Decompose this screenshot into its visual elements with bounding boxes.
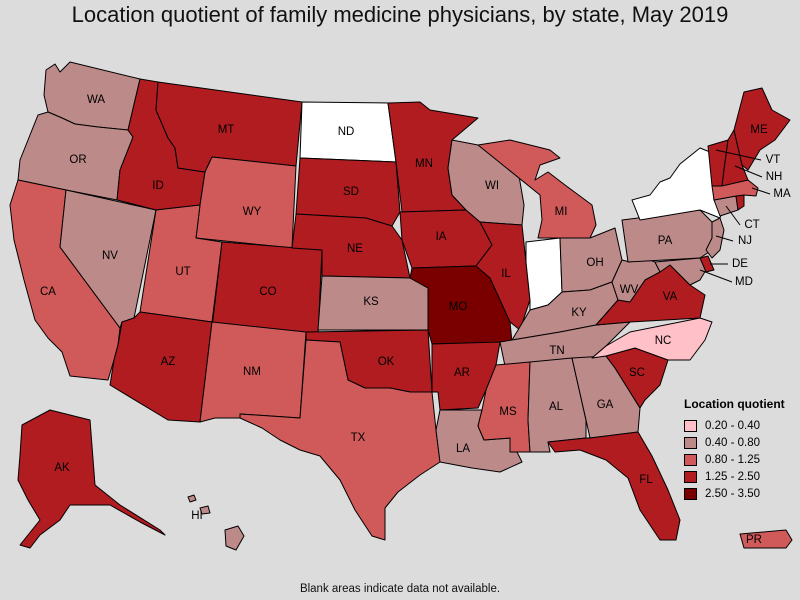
- state-label-AR: AR: [454, 367, 470, 379]
- state-label-OH: OH: [586, 257, 603, 269]
- state-label-NM: NM: [243, 366, 261, 378]
- state-label-OR: OR: [69, 154, 86, 166]
- state-label-HI: HI: [191, 510, 203, 522]
- state-label-NJ: NJ: [738, 235, 752, 247]
- state-label-AZ: AZ: [161, 356, 176, 368]
- state-PR[interactable]: [739, 529, 793, 549]
- legend-swatch: [684, 470, 697, 483]
- legend-item: 0.80 - 1.25: [684, 451, 796, 468]
- state-label-WY: WY: [243, 206, 262, 218]
- legend-label: 0.20 - 0.40: [705, 419, 760, 432]
- state-label-SD: SD: [343, 186, 359, 198]
- state-label-IL: IL: [501, 268, 511, 280]
- legend-label: 1.25 - 2.50: [705, 470, 760, 483]
- callout-line-NJ: [715, 235, 734, 242]
- state-NC[interactable]: [591, 317, 713, 361]
- state-label-LA: LA: [456, 443, 470, 455]
- state-label-CA: CA: [40, 286, 56, 298]
- state-label-ND: ND: [338, 126, 355, 138]
- callout-line-CT: [725, 205, 741, 226]
- callout-line-VT: [715, 149, 762, 161]
- state-AR[interactable]: [431, 341, 501, 411]
- state-label-PA: PA: [658, 235, 673, 247]
- state-label-MT: MT: [218, 124, 235, 136]
- state-label-WA: WA: [87, 94, 105, 106]
- legend-swatch: [684, 436, 697, 449]
- state-label-WV: WV: [620, 284, 639, 296]
- state-WY[interactable]: [195, 156, 297, 249]
- state-label-WI: WI: [485, 180, 499, 192]
- state-label-ME: ME: [750, 124, 768, 136]
- state-label-VA: VA: [663, 291, 678, 303]
- legend-item: 0.20 - 0.40: [684, 417, 796, 434]
- state-AK[interactable]: [17, 409, 166, 549]
- state-label-PR: PR: [746, 534, 762, 546]
- callout-line-NH: [734, 165, 763, 178]
- state-DE[interactable]: [699, 255, 715, 273]
- legend-label: 0.80 - 1.25: [705, 453, 760, 466]
- state-ME[interactable]: [733, 87, 791, 171]
- state-MT[interactable]: [155, 81, 303, 173]
- legend-label: 2.50 - 3.50: [705, 487, 760, 500]
- callout-line-MD: [699, 269, 733, 283]
- legend-item: 2.50 - 3.50: [684, 485, 796, 502]
- state-IL[interactable]: [475, 221, 531, 331]
- state-label-UT: UT: [175, 266, 190, 278]
- state-label-MN: MN: [415, 158, 433, 170]
- map-title: Location quotient of family medicine phy…: [71, 2, 729, 27]
- state-label-DE: DE: [732, 258, 748, 270]
- legend-title: Location quotient: [684, 397, 785, 411]
- legend: Location quotient 0.20 - 0.40 0.40 - 0.80…: [684, 397, 796, 502]
- legend-swatch: [684, 419, 697, 432]
- state-label-MD: MD: [735, 276, 753, 288]
- state-label-MA: MA: [773, 188, 791, 200]
- state-RI[interactable]: [735, 194, 745, 211]
- state-label-ID: ID: [152, 180, 164, 192]
- state-label-KS: KS: [363, 296, 379, 308]
- state-label-MO: MO: [449, 301, 468, 313]
- state-label-MS: MS: [499, 406, 517, 418]
- state-FL[interactable]: [547, 431, 681, 541]
- state-label-GA: GA: [597, 399, 614, 411]
- state-label-IA: IA: [436, 231, 447, 243]
- state-label-CO: CO: [259, 286, 276, 298]
- state-label-SC: SC: [629, 367, 645, 379]
- state-label-TN: TN: [549, 345, 564, 357]
- state-TX[interactable]: [239, 339, 441, 541]
- state-label-NH: NH: [766, 171, 783, 183]
- state-label-KY: KY: [571, 307, 587, 319]
- state-NJ[interactable]: [705, 217, 725, 259]
- state-HI[interactable]: [187, 494, 245, 551]
- footnote: Blank areas indicate data not available.: [299, 583, 501, 595]
- state-label-AK: AK: [54, 462, 70, 474]
- state-label-MI: MI: [555, 206, 568, 218]
- state-label-TX: TX: [351, 432, 366, 444]
- state-label-NC: NC: [655, 335, 672, 347]
- state-label-VT: VT: [766, 154, 781, 166]
- state-label-FL: FL: [639, 474, 653, 486]
- legend-label: 0.40 - 0.80: [705, 436, 760, 449]
- legend-swatch: [684, 453, 697, 466]
- legend-swatch: [684, 487, 697, 500]
- state-label-OK: OK: [378, 356, 395, 368]
- state-label-AL: AL: [549, 401, 564, 413]
- state-NY[interactable]: [631, 147, 723, 221]
- state-label-NV: NV: [102, 250, 118, 262]
- state-label-CT: CT: [744, 219, 759, 231]
- state-label-NE: NE: [347, 243, 363, 255]
- legend-item: 0.40 - 0.80: [684, 434, 796, 451]
- state-MI[interactable]: [477, 139, 597, 239]
- legend-item: 1.25 - 2.50: [684, 468, 796, 485]
- callout-line-MA: [751, 187, 771, 195]
